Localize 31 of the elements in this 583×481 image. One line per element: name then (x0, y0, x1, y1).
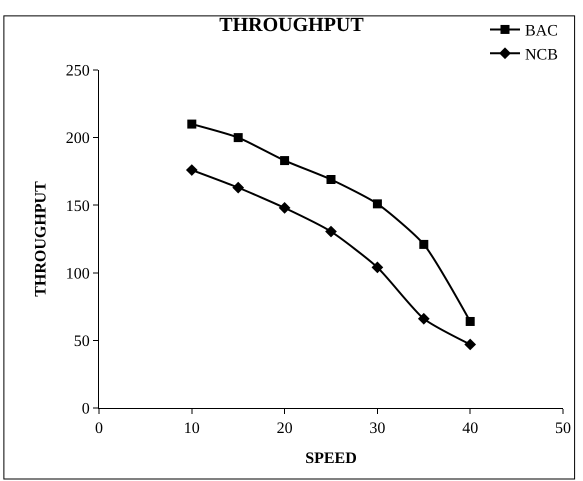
point (278, 202, 290, 214)
point (326, 175, 336, 184)
y-axis-title: THROUGHPUT (32, 180, 50, 297)
x-tick-label: 10 (184, 420, 200, 438)
x-tick-label: 0 (95, 420, 103, 438)
point (372, 262, 384, 274)
point (280, 156, 290, 166)
legend-label: BAC (525, 22, 558, 40)
point (372, 199, 382, 208)
x-tick-label: 30 (369, 420, 386, 438)
point (234, 133, 243, 142)
y-tick-label: 0 (82, 400, 90, 418)
x-tick-label: 50 (555, 420, 571, 438)
y-tick-label: 150 (66, 198, 90, 215)
point (464, 338, 476, 350)
y-tick-label: 50 (74, 333, 90, 350)
point (419, 240, 428, 249)
point (187, 120, 196, 129)
point (466, 316, 475, 326)
chart-title: THROUGHPUT (219, 14, 364, 36)
x-axis-title: SPEED (305, 450, 357, 467)
x-tick-label: 40 (462, 420, 478, 438)
y-tick-label: 200 (66, 130, 90, 148)
y-tick-label: 250 (66, 62, 90, 80)
point (186, 164, 198, 176)
legend-label: NCB (525, 46, 558, 64)
point (232, 182, 244, 194)
point (418, 312, 430, 325)
x-tick-label: 20 (276, 420, 293, 438)
point (325, 226, 337, 238)
y-tick-label: 100 (66, 265, 90, 282)
